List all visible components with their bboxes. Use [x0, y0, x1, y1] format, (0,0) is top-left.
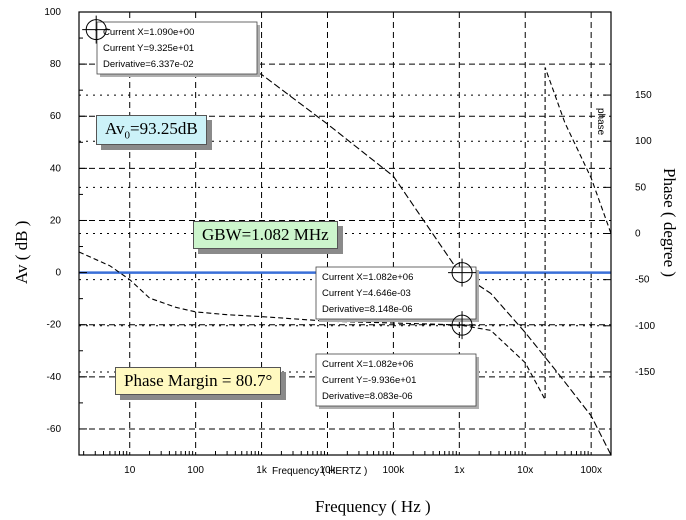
x-axis-label: Frequency ( Hz )	[315, 497, 431, 516]
x-tick-label: 100x	[580, 465, 602, 476]
x-tick-label: 100k	[383, 465, 406, 476]
x-tick-label: 10x	[517, 465, 533, 476]
y-axis-label-left: Av ( dB )	[12, 221, 31, 284]
y-left-tick-label: -40	[47, 372, 62, 383]
y-axis-label-right: Phase ( degree )	[660, 168, 679, 277]
y-right-tick-label: 150	[635, 90, 652, 101]
y-left-tick-label: -20	[47, 320, 62, 331]
cursor-readout: Derivative=6.337e-02	[103, 59, 194, 70]
x-tick-label: 100	[187, 465, 204, 476]
cursor-readout: Current X=1.090e+00	[103, 27, 194, 38]
x-tick-label: 1x	[454, 465, 465, 476]
cursor-readout: Derivative=8.083e-06	[322, 391, 413, 402]
y-right-tick-label: -100	[635, 321, 655, 332]
cursor-readout: Current Y=4.646e-03	[322, 288, 411, 299]
y-left-tick-label: 100	[44, 7, 61, 18]
x-tick-label: 10	[124, 465, 136, 476]
x-tick-label: 10k	[319, 465, 336, 476]
y-right-tick-label: 100	[635, 136, 652, 147]
y-right-tick-label: -50	[635, 275, 650, 286]
bottom-cut-label: Frequency ( HERTZ )	[272, 466, 367, 477]
phase-curve	[78, 67, 612, 400]
cursor-readout: Current Y=-9.936e+01	[322, 375, 416, 386]
cursor-box	[315, 266, 477, 320]
y-left-tick-label: 80	[50, 59, 62, 70]
y-right-tick-label: 50	[635, 182, 647, 193]
cursor-box	[315, 353, 477, 407]
phase-margin-annotation: Phase Margin = 80.7°	[115, 367, 282, 395]
y-right-tick-label: 0	[635, 229, 641, 240]
x-tick-label: 1k	[256, 465, 268, 476]
cursor-readout: Current X=1.082e+06	[322, 359, 413, 370]
y-left-tick-label: 0	[55, 268, 61, 279]
y-right-tick-label: -150	[635, 367, 655, 378]
av0-annotation: Av0=93.25dB	[96, 115, 207, 146]
y-left-tick-label: 20	[50, 215, 62, 226]
cursors: Current X=1.090e+00 Current Y=9.325e+01 De…	[82, 15, 479, 409]
cursor-box	[96, 21, 258, 75]
av0-value: =93.25dB	[130, 119, 198, 138]
right-cut-label: phase	[595, 108, 606, 136]
av0-sub: 0	[124, 129, 131, 142]
gbw-annotation: GBW=1.082 MHz	[193, 221, 338, 249]
y-left-tick-label: 60	[50, 111, 62, 122]
y-left-tick-label: -60	[47, 424, 62, 435]
cursor-readout: Derivative=8.148e-06	[322, 304, 413, 315]
y-left-tick-label: 40	[50, 163, 62, 174]
cursor-readout: Current X=1.082e+06	[322, 272, 413, 283]
cursor-readout: Current Y=9.325e+01	[103, 43, 194, 54]
ticks: 10 100 1k 10k 100k 1x 10x 100x 100 80 60 40 20 0 -20 -4…	[44, 7, 655, 476]
av0-main: Av	[105, 119, 125, 138]
